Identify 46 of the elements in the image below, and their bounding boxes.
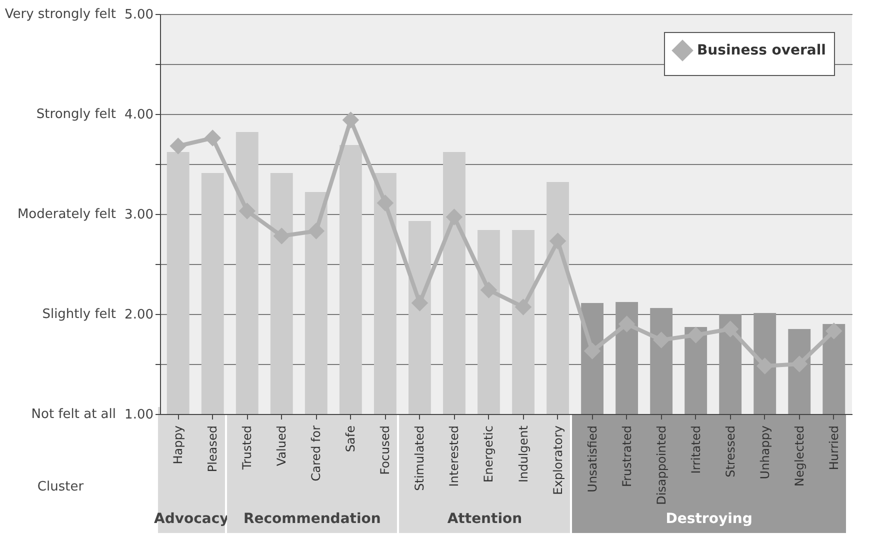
point bbox=[170, 138, 186, 154]
y-tick-label: 4.00 bbox=[124, 108, 154, 122]
legend-label: Business overall bbox=[697, 42, 826, 58]
x-tick-label: Trusted bbox=[240, 426, 254, 471]
x-tick-label: Irritated bbox=[688, 426, 703, 474]
point bbox=[446, 208, 463, 226]
x-tick-label: Cared for bbox=[309, 425, 324, 482]
x-tick-label: Exploratory bbox=[550, 426, 565, 495]
y-tick-label: 1.00 bbox=[124, 408, 154, 422]
x-tick-label: Stressed bbox=[723, 426, 738, 478]
x-tick-label: Pleased bbox=[206, 426, 220, 472]
x-tick-label: Valued bbox=[274, 426, 289, 466]
x-tick-label: Focused bbox=[378, 426, 392, 475]
point bbox=[204, 130, 221, 146]
text: Very strongly felt bbox=[4, 7, 116, 22]
text: Not felt at all bbox=[31, 407, 116, 422]
point bbox=[549, 232, 566, 250]
x-tick-label: Frustrated bbox=[620, 426, 634, 488]
point bbox=[411, 294, 428, 312]
x-tick-label: Stimulated bbox=[412, 426, 427, 491]
point bbox=[480, 282, 498, 298]
point bbox=[342, 112, 360, 128]
text: Slightly felt bbox=[42, 307, 116, 322]
x-tick-label: Neglected bbox=[792, 426, 806, 486]
x-tick-label: Interested bbox=[447, 426, 462, 487]
x-tick-label: Happy bbox=[171, 426, 186, 464]
y-tick-label: 5.00 bbox=[124, 8, 154, 22]
point bbox=[308, 222, 325, 240]
point bbox=[273, 228, 290, 244]
y-tick-label: 2.00 bbox=[124, 308, 154, 322]
x-tick-label: Indulgent bbox=[516, 425, 530, 483]
x-tick-label: Energetic bbox=[482, 426, 496, 482]
text: Moderately felt bbox=[17, 207, 116, 222]
point bbox=[376, 194, 394, 212]
x-tick-label: Unsatisfied bbox=[585, 426, 600, 492]
point bbox=[514, 298, 532, 316]
point bbox=[687, 326, 704, 344]
x-tick-label: Unhappy bbox=[758, 426, 772, 480]
x-tick-label: Disappointed bbox=[654, 426, 668, 505]
y-tick-label: 3.00 bbox=[124, 208, 154, 222]
x-tick-label: Hurried bbox=[826, 426, 841, 470]
point bbox=[826, 322, 842, 340]
text: Strongly felt bbox=[36, 107, 116, 122]
point bbox=[238, 202, 256, 220]
x-tick-label: Safe bbox=[344, 426, 358, 452]
x-axis-title: Cluster bbox=[37, 480, 84, 494]
